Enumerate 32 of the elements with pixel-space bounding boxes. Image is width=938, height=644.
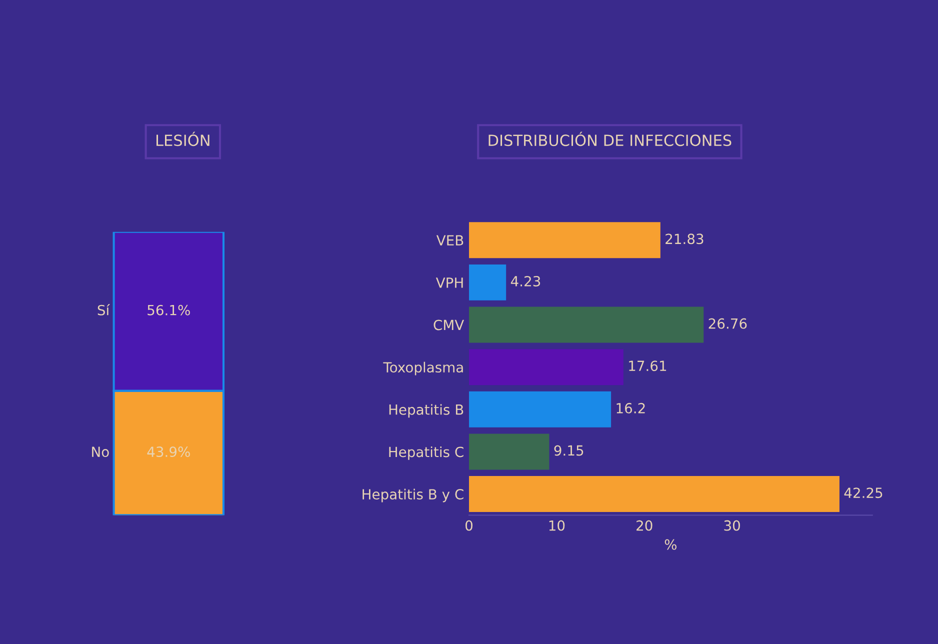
x-axis-title: % (664, 539, 676, 550)
y-tick-label: VEB (436, 235, 464, 246)
data-label: 16.2 (616, 402, 645, 414)
bar (469, 306, 704, 343)
y-tick-label: Hepatitis B (389, 404, 464, 418)
data-label: 42.25 (844, 488, 882, 498)
bar (469, 222, 660, 258)
bar (469, 391, 612, 428)
data-label: 26.76 (708, 318, 747, 329)
data-label: 56.1% (148, 304, 190, 316)
bar (469, 349, 624, 386)
x-tick-label: 0 (465, 520, 472, 531)
bar (469, 434, 550, 470)
data-label: 21.83 (666, 234, 704, 244)
series-label: Sí (98, 304, 110, 316)
data-label: 9.15 (554, 445, 584, 456)
y-tick-label: Toxoplasma (383, 362, 463, 376)
series-label: No (92, 446, 109, 458)
chart-title: DISTRIBUCIÓN DE INFECCIONES (488, 132, 732, 146)
y-tick-label: CMV (434, 320, 464, 330)
y-tick-label: Hepatitis B y C (362, 488, 464, 502)
chart-title: LESIÓN (156, 132, 210, 146)
y-tick-label: Hepatitis C (389, 446, 464, 460)
data-label: 17.61 (629, 360, 666, 372)
bar (469, 264, 506, 300)
x-tick-label: 10 (549, 520, 565, 531)
bar (469, 476, 840, 512)
x-tick-label: 20 (636, 520, 652, 531)
x-tick-label: 30 (724, 520, 740, 531)
y-tick-label: VPH (436, 278, 463, 288)
data-label: 4.23 (510, 276, 540, 286)
data-label: 43.9% (147, 446, 190, 458)
